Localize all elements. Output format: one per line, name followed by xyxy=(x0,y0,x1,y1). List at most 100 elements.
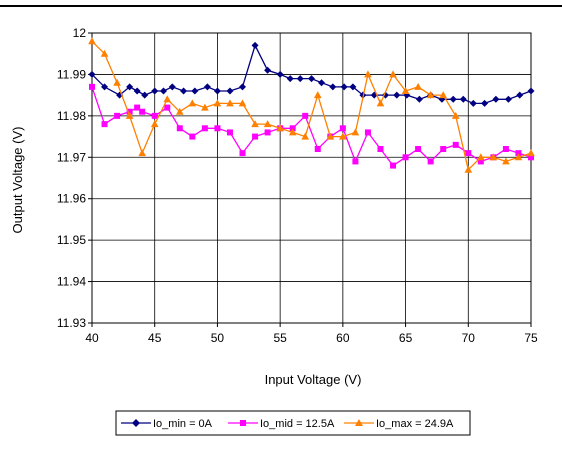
series-layer xyxy=(88,37,535,173)
data-point-io-max xyxy=(389,70,397,78)
data-point-io-max xyxy=(514,153,523,161)
series-io-max xyxy=(88,37,535,173)
data-point-io-mid xyxy=(176,125,183,132)
data-point-io-max xyxy=(188,99,197,107)
x-tick-label: 75 xyxy=(524,331,538,345)
data-point-io-max xyxy=(113,78,121,86)
data-point-io-max xyxy=(201,103,209,111)
data-point-io-max xyxy=(100,49,109,57)
data-point-io-min xyxy=(349,83,357,91)
data-point-io-min xyxy=(296,75,304,83)
data-point-io-max xyxy=(276,124,284,132)
y-tick-label: 11.93 xyxy=(57,316,86,330)
data-point-io-max xyxy=(339,132,347,140)
x-axis-ticks: 40 45 50 55 60 65 70 75 xyxy=(85,323,538,345)
data-point-io-min xyxy=(516,91,524,99)
data-point-io-max xyxy=(163,95,172,103)
data-point-io-max xyxy=(238,99,247,107)
data-point-io-mid xyxy=(134,104,141,111)
data-point-io-max xyxy=(351,128,360,136)
data-point-io-min xyxy=(527,87,535,95)
data-point-io-max xyxy=(414,82,422,90)
x-tick-label: 55 xyxy=(273,331,287,345)
data-point-io-min xyxy=(133,87,141,95)
data-point-io-max xyxy=(263,120,272,128)
data-point-io-min xyxy=(251,41,259,49)
data-point-io-max xyxy=(464,165,473,173)
data-point-io-mid xyxy=(465,150,472,157)
data-point-io-min xyxy=(415,95,423,103)
legend-item-io-min: Io_min = 0A xyxy=(121,418,213,430)
data-point-io-min xyxy=(141,91,149,99)
data-point-io-min xyxy=(239,83,247,91)
data-point-io-mid xyxy=(239,150,246,157)
data-point-io-min xyxy=(264,66,272,74)
x-tick-label: 40 xyxy=(85,331,99,345)
data-point-io-max xyxy=(301,132,310,140)
data-point-io-max xyxy=(251,120,259,128)
data-point-io-min xyxy=(459,95,467,103)
data-point-io-mid xyxy=(101,121,108,128)
data-point-io-min xyxy=(340,83,348,91)
legend: Io_min = 0A Io_mid = 12.5A Io_max = 24.9… xyxy=(115,410,471,436)
data-point-io-mid xyxy=(201,125,208,132)
data-point-io-mid xyxy=(515,150,522,157)
data-point-io-mid xyxy=(114,112,121,119)
data-point-io-max xyxy=(376,99,385,107)
data-point-io-min xyxy=(449,95,457,103)
data-point-io-max xyxy=(313,91,322,99)
data-point-io-mid xyxy=(289,125,296,132)
data-point-io-mid xyxy=(352,158,359,165)
top-rule xyxy=(0,5,562,7)
data-point-io-mid xyxy=(314,146,321,152)
data-point-io-mid xyxy=(402,154,409,161)
y-tick-label: 11.96 xyxy=(57,192,86,206)
x-tick-label: 45 xyxy=(148,331,162,345)
data-point-io-max xyxy=(502,157,510,165)
data-point-io-max xyxy=(364,70,372,78)
data-point-io-mid xyxy=(164,104,171,111)
data-point-io-min xyxy=(101,83,109,91)
data-point-io-min xyxy=(213,87,221,95)
x-axis-title: Input Voltage (V) xyxy=(265,372,362,387)
data-point-io-min xyxy=(191,87,199,95)
legend-item-io-mid: Io_mid = 12.5A xyxy=(228,418,335,430)
data-point-io-mid xyxy=(440,146,447,152)
data-point-io-min xyxy=(504,95,512,103)
data-point-io-min xyxy=(286,75,294,83)
data-point-io-min xyxy=(226,87,234,95)
data-point-io-min xyxy=(151,87,159,95)
legend-box xyxy=(115,410,471,436)
data-point-io-max xyxy=(527,149,535,157)
data-point-io-mid xyxy=(427,158,434,165)
legend-label-io-min: Io_min = 0A xyxy=(153,418,213,430)
data-point-io-max xyxy=(401,87,410,94)
data-point-io-min xyxy=(481,99,489,107)
x-tick-label: 60 xyxy=(336,331,350,345)
data-point-io-mid xyxy=(528,154,534,161)
y-axis-ticks: 11.93 11.94 11.95 11.96 11.97 11.98 11.99 12 xyxy=(57,26,92,330)
data-point-io-max xyxy=(213,99,222,107)
legend-label-io-max: Io_max = 24.9A xyxy=(376,418,454,430)
data-point-io-max xyxy=(439,91,447,99)
data-point-io-mid xyxy=(189,133,196,140)
data-point-io-min xyxy=(203,83,211,91)
data-point-io-mid xyxy=(89,83,95,90)
data-point-io-mid xyxy=(214,125,221,132)
data-point-io-mid xyxy=(226,129,233,136)
legend-marker-io-min xyxy=(132,419,140,427)
data-point-io-min xyxy=(159,87,167,95)
y-tick-label: 12 xyxy=(73,26,87,40)
data-point-io-min xyxy=(88,70,96,78)
legend-label-io-mid: Io_mid = 12.5A xyxy=(260,418,335,430)
legend-marker-io-max xyxy=(355,419,363,426)
y-tick-label: 11.95 xyxy=(57,233,86,247)
y-tick-label: 11.98 xyxy=(57,109,86,123)
y-tick-label: 11.94 xyxy=(57,275,86,289)
data-point-io-mid xyxy=(452,141,459,148)
data-point-io-min xyxy=(168,83,176,91)
data-point-io-max xyxy=(150,120,159,128)
data-point-io-min xyxy=(469,99,477,107)
legend-marker-io-mid xyxy=(240,420,246,426)
